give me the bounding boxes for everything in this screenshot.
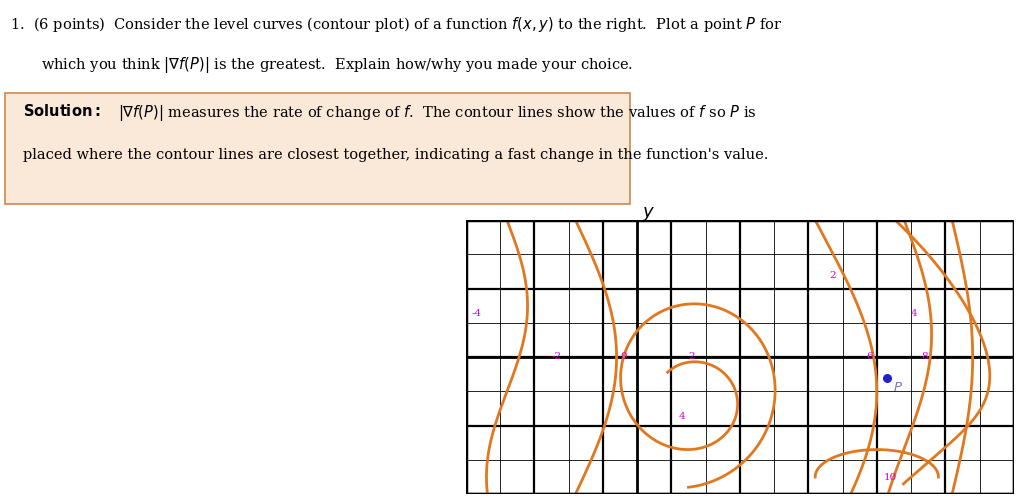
- Text: placed where the contour lines are closest together, indicating a fast change in: placed where the contour lines are close…: [23, 148, 768, 162]
- Text: 1.  (6 points)  Consider the level curves (contour plot) of a function $f(x, y)$: 1. (6 points) Consider the level curves …: [10, 15, 782, 34]
- Text: which you think $|\nabla f(P)|$ is the greatest.  Explain how/why you made your : which you think $|\nabla f(P)|$ is the g…: [41, 55, 633, 75]
- Text: -4: -4: [471, 309, 481, 318]
- Text: $|\nabla f(P)|$ measures the rate of change of $f$.  The contour lines show the : $|\nabla f(P)|$ measures the rate of cha…: [118, 103, 757, 123]
- Text: 2: 2: [688, 352, 695, 361]
- FancyBboxPatch shape: [5, 93, 630, 204]
- Text: 10: 10: [884, 473, 897, 482]
- Text: 6: 6: [866, 352, 873, 361]
- Text: -2: -2: [552, 352, 561, 361]
- Text: $P$: $P$: [893, 381, 903, 394]
- Text: 8: 8: [922, 352, 928, 361]
- Text: 0: 0: [620, 352, 627, 361]
- Text: 2: 2: [828, 272, 836, 280]
- Text: $y$: $y$: [642, 205, 655, 223]
- Text: 4: 4: [678, 412, 685, 421]
- Text: $\mathbf{Solution:}$: $\mathbf{Solution:}$: [23, 103, 100, 119]
- Text: 4: 4: [911, 309, 918, 318]
